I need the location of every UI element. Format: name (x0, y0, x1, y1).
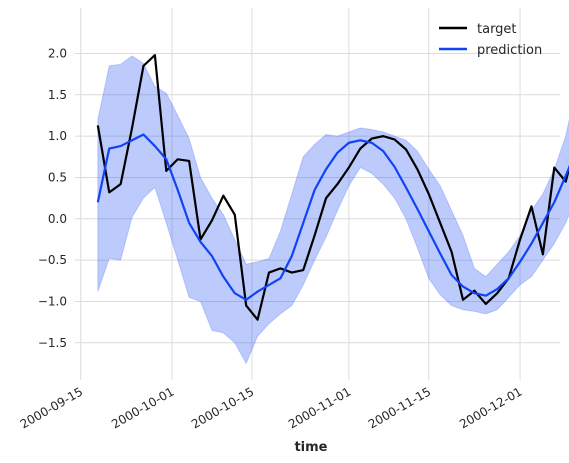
legend-label-target: target (477, 22, 517, 37)
series-line-target (96, 54, 569, 321)
series-line-prediction (96, 133, 569, 301)
legend-label-prediction: prediction (477, 43, 542, 58)
x-axis-title: time (294, 440, 327, 455)
y-tick-label: −1.5 (38, 336, 67, 350)
prediction-interval-band (97, 55, 569, 365)
y-tick-label: 1.5 (48, 88, 67, 102)
x-tick-label: 2000-11-01 (286, 384, 353, 431)
legend: target prediction (439, 22, 542, 58)
x-tick-label: 2000-09-15 (18, 384, 85, 431)
y-tick-label: −1.0 (38, 294, 67, 308)
x-axis-ticks: 2000-09-15 2000-10-01 2000-10-15 2000-11-01… (18, 384, 525, 431)
y-axis-ticks: −1.5 −1.0 −0.5 0.0 0.5 1.0 1.5 2.0 (38, 46, 67, 349)
x-tick-label: 2000-10-15 (189, 384, 256, 431)
y-tick-label: −0.5 (38, 253, 67, 267)
x-tick-label: 2000-11-15 (366, 384, 433, 431)
series-lines (96, 54, 569, 321)
y-tick-label: 2.0 (48, 46, 67, 60)
y-tick-label: 0.0 (48, 212, 67, 226)
x-tick-label: 2000-12-01 (457, 384, 524, 431)
confidence-band (97, 55, 569, 365)
x-tick-label: 2000-10-01 (109, 384, 176, 431)
y-tick-label: 1.0 (48, 129, 67, 143)
y-tick-label: 0.5 (48, 170, 67, 184)
